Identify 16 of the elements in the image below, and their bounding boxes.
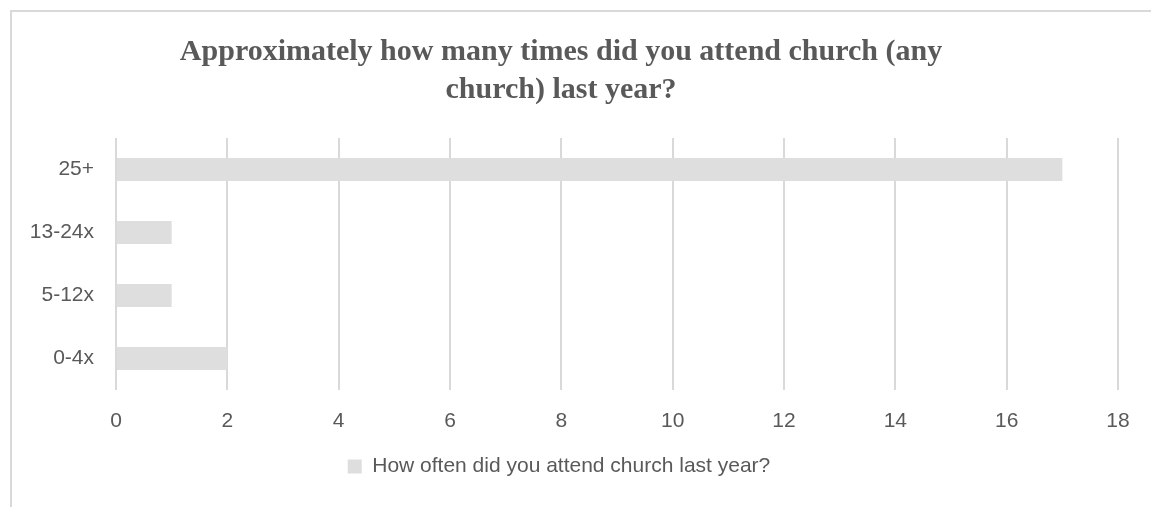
legend-label: How often did you attend church last year? — [372, 453, 771, 477]
chart-title: Approximately how many times did you attend church (any church) last year? — [178, 32, 944, 106]
x-tick-label: 12 — [772, 408, 796, 432]
x-tick-label: 0 — [110, 408, 122, 432]
x-tick-label: 14 — [883, 408, 908, 432]
x-tick-label: 8 — [555, 408, 568, 432]
y-tick-label: 13-24x — [29, 219, 95, 243]
y-tick-label: 0-4x — [53, 345, 95, 369]
y-tick-label: 5-12x — [41, 282, 95, 306]
x-tick-label: 18 — [1106, 408, 1130, 432]
x-tick-label: 4 — [332, 408, 345, 432]
x-tick-label: 10 — [660, 408, 685, 432]
y-tick-label: 25+ — [58, 156, 94, 180]
x-tick-label: 16 — [994, 408, 1019, 432]
x-tick-label: 6 — [444, 408, 456, 432]
x-tick-label: 2 — [221, 408, 234, 432]
